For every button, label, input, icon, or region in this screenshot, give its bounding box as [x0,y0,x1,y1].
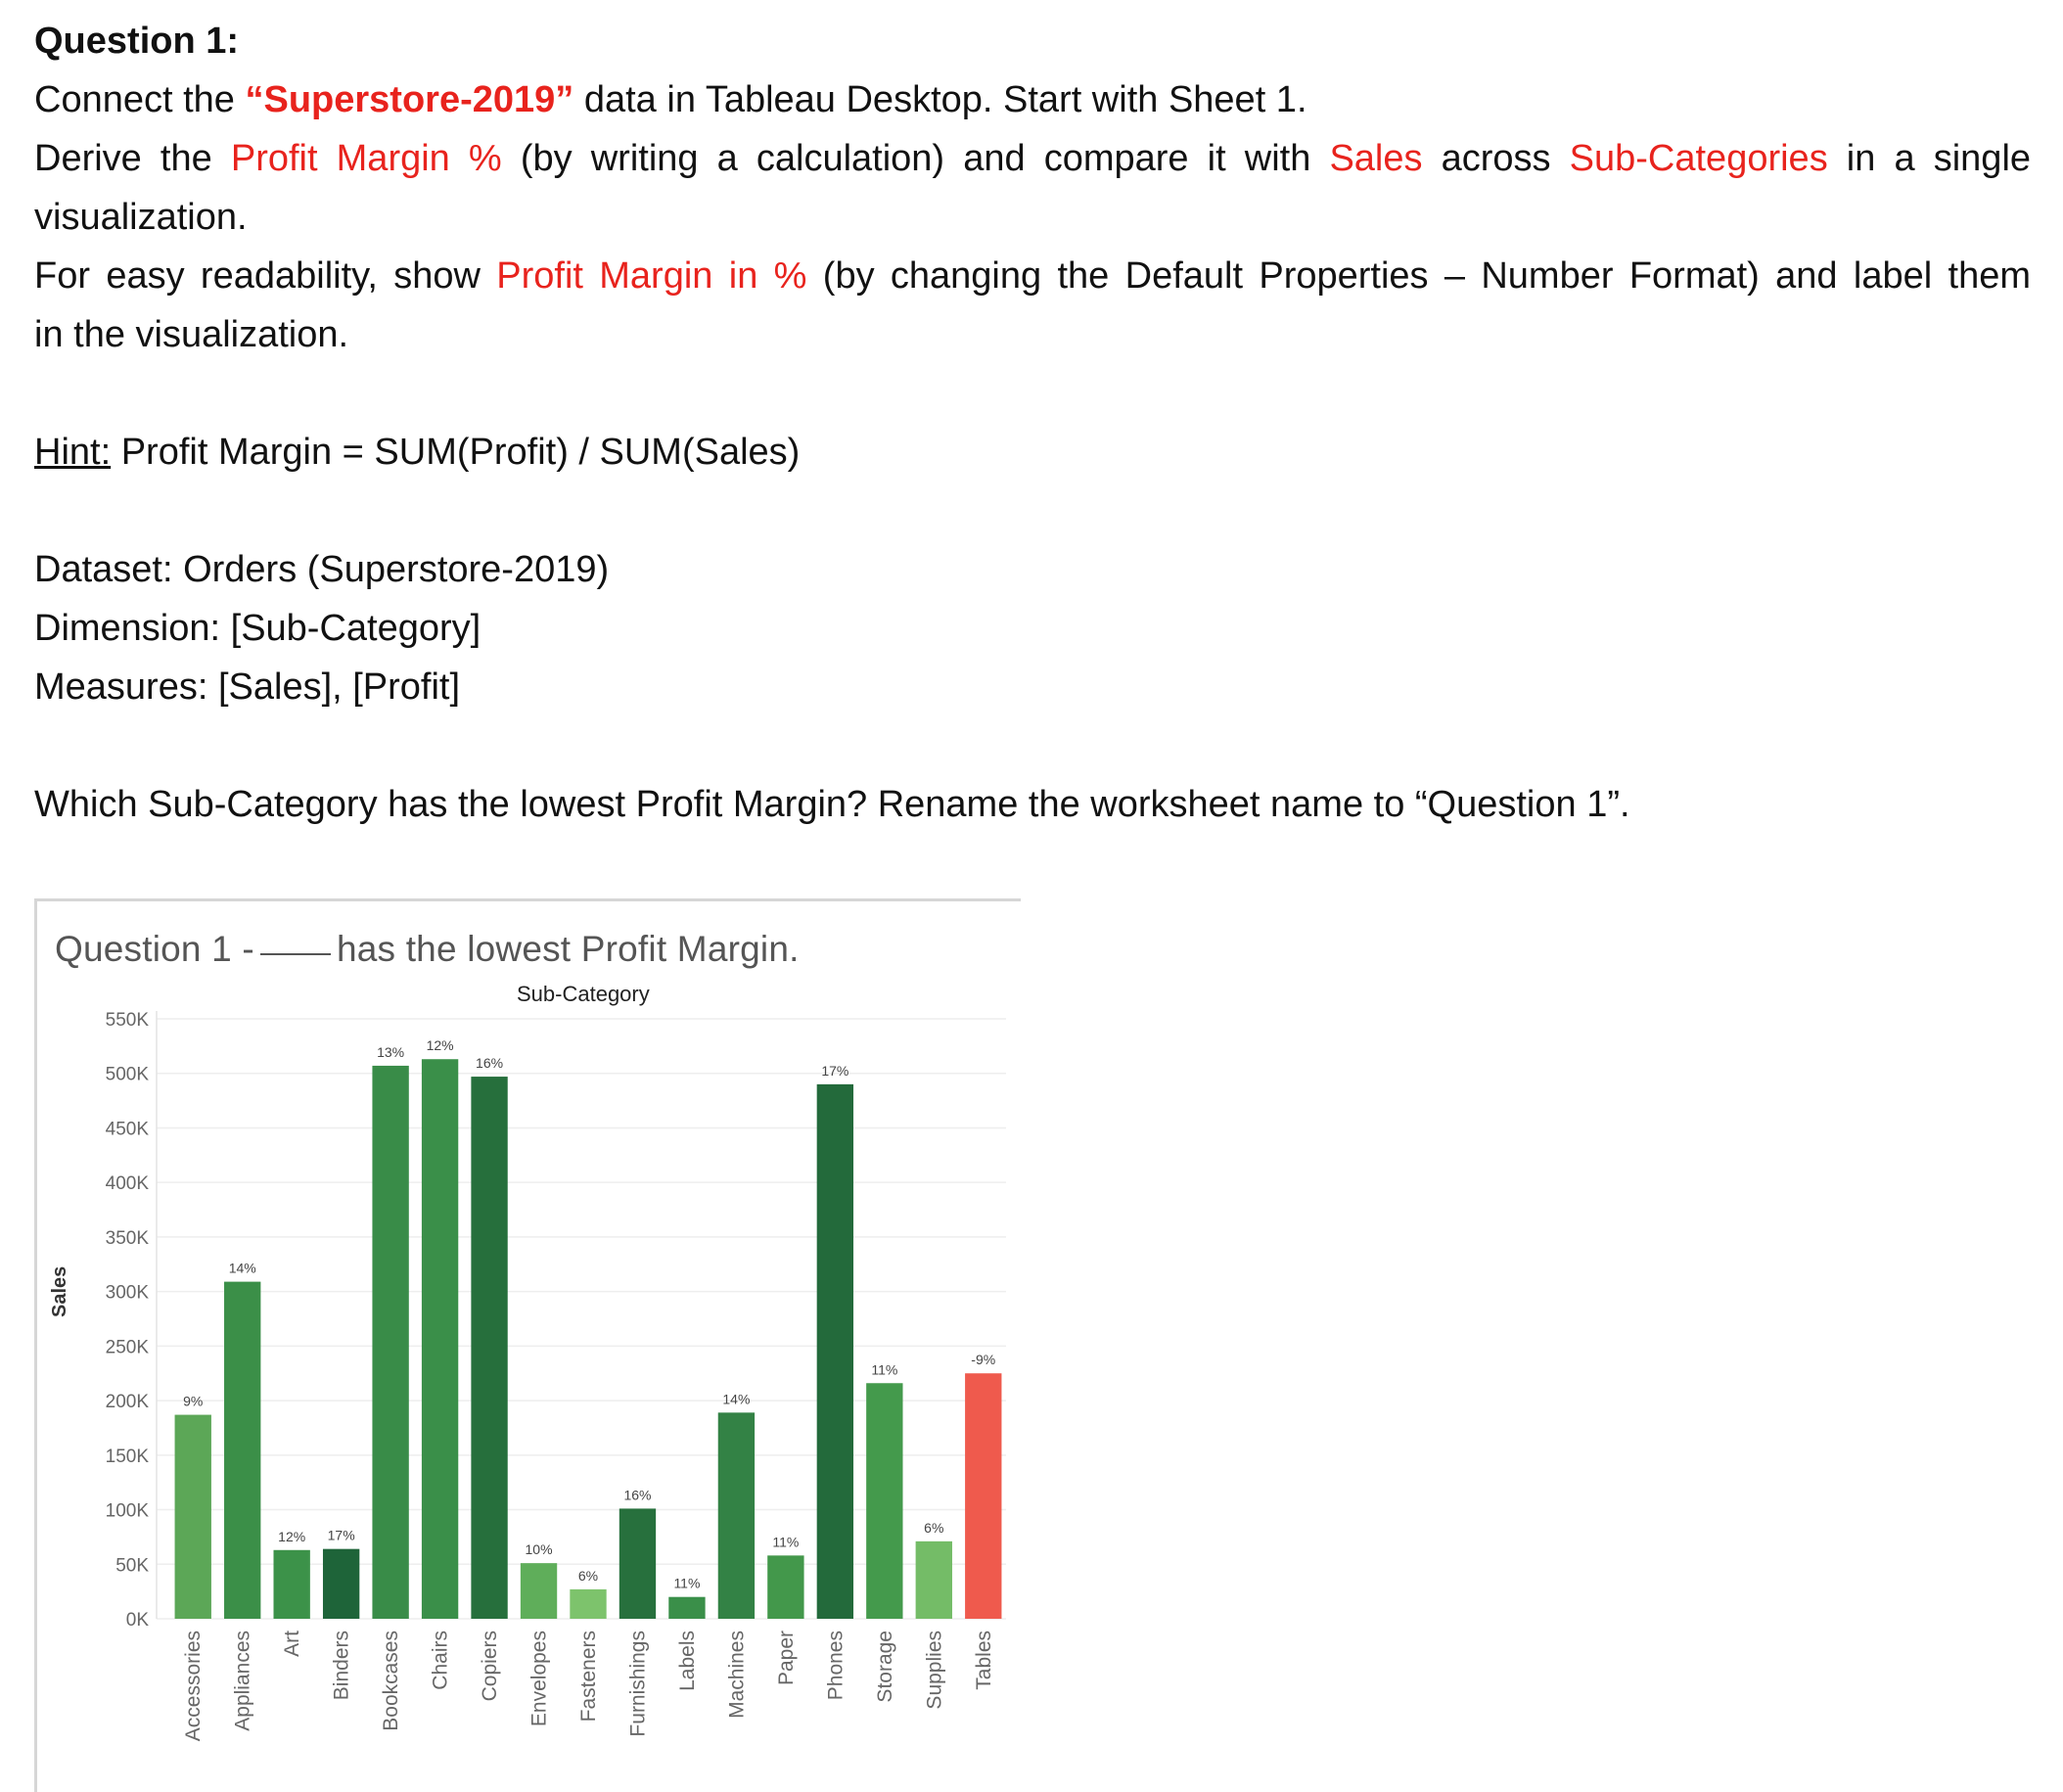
data-label: 6% [578,1568,598,1584]
data-label: 11% [673,1576,700,1591]
bar [421,1059,459,1619]
y-tick-label: 250K [106,1337,150,1357]
bar [767,1555,804,1619]
sub-categories-highlight: Sub-Categories [1569,138,1828,179]
bar-chart: 0K 50K 100K 150K 200K 250K 300K 350K 400K 450K 500… [106,1010,1006,1741]
text-segment: (by writing a calculation) and compare i… [501,138,1330,179]
x-category-label: Labels [676,1631,699,1691]
bar [965,1373,1002,1619]
data-label: 14% [229,1261,256,1276]
bar [668,1596,706,1619]
y-tick-label: 150K [106,1447,150,1467]
x-category-label: Machines [725,1631,748,1719]
data-label: 6% [924,1520,943,1536]
hint-line: Hint: Profit Margin = SUM(Profit) / SUM(… [34,423,2031,482]
data-label: 12% [278,1529,305,1544]
text-segment: Derive the [34,138,231,179]
bar [322,1548,360,1619]
bar [570,1588,607,1619]
y-tick-label: 0K [126,1610,150,1631]
bar [224,1281,261,1619]
question-ask-line: Which Sub-Category has the lowest Profit… [34,784,1630,825]
question-document: Question 1: Connect the “Superstore-2019… [34,12,2031,834]
data-label: 10% [526,1541,553,1557]
data-label: 16% [623,1487,651,1502]
bar [619,1508,657,1619]
x-category-label: Chairs [430,1631,452,1690]
text-segment: data in Tableau Desktop. Start with Shee… [573,79,1307,120]
text-segment: in a single [1827,138,2032,179]
tableau-visualization: Question 1 - has the lowest Profit Margin… [34,898,1021,1792]
measures-line: Measures: [Sales], [Profit] [34,666,461,708]
y-tick-label: 200K [106,1392,150,1412]
bar [866,1383,903,1619]
data-label: 11% [871,1361,897,1377]
bar [520,1563,558,1619]
x-category-label: Phones [824,1631,847,1700]
instruction-line-5: in the visualization. [34,314,349,355]
bar [717,1412,756,1619]
x-category-label: Binders [331,1631,353,1700]
bar [174,1414,211,1619]
viz-title: Question 1 - has the lowest Profit Margin… [55,929,800,970]
instruction-line-3: visualization. [34,197,248,238]
bar [471,1077,508,1619]
data-label: -9% [971,1352,995,1367]
y-tick-label: 350K [106,1228,150,1249]
profit-margin-percent-highlight: Profit Margin in % [496,255,807,297]
data-label: 9% [183,1394,203,1409]
bar [915,1540,952,1619]
y-tick-label: 550K [106,1010,150,1031]
instruction-line-1: Connect the “Superstore-2019” data in Ta… [34,70,2031,129]
x-category-label: Paper [775,1631,798,1685]
dataset-line: Dataset: Orders (Superstore-2019) [34,549,610,590]
x-category-label: Storage [874,1631,896,1703]
data-label: 14% [722,1391,750,1406]
x-category-label: Art [281,1631,303,1657]
x-category-label: Supplies [923,1631,945,1710]
hint-text: Profit Margin = SUM(Profit) / SUM(Sales) [111,432,801,473]
bar [273,1549,310,1619]
title-blank [259,952,331,955]
x-category-label: Envelopes [528,1631,551,1726]
bar [372,1065,409,1619]
hint-label: Hint: [34,432,112,473]
bar [816,1083,854,1619]
y-tick-label: 50K [115,1555,149,1576]
viz-title-prefix: Question 1 - [55,929,254,969]
instruction-line-4: For easy readability, show Profit Margin… [34,247,2031,305]
x-category-label: Appliances [232,1631,254,1731]
dataset-name-highlight: “Superstore-2019” [245,79,574,120]
text-segment: (by changing the Default Properties – Nu… [806,255,2031,297]
y-tick-label: 100K [106,1501,150,1522]
data-label: 16% [476,1055,503,1071]
x-category-label: Copiers [479,1631,501,1701]
instruction-line-2: Derive the Profit Margin % (by writing a… [34,129,2031,188]
x-category-label: Tables [973,1631,995,1690]
column-header-sub-category: Sub-Category [517,982,650,1006]
y-tick-label: 450K [106,1119,150,1139]
x-category-label: Furnishings [626,1631,649,1737]
profit-margin-highlight: Profit Margin % [230,138,502,179]
text-segment: For easy readability, show [34,255,497,297]
x-category-label: Accessories [182,1631,205,1741]
y-tick-label: 500K [106,1065,150,1085]
text-segment: Connect the [34,79,246,120]
data-label: 17% [821,1063,848,1079]
data-label: 12% [427,1037,454,1053]
question-heading: Question 1: [34,21,240,62]
text-segment: across [1422,138,1570,179]
sales-highlight: Sales [1329,138,1423,179]
y-tick-label: 400K [106,1173,150,1194]
data-label: 11% [772,1534,799,1549]
data-label: 17% [328,1528,355,1543]
dimension-line: Dimension: [Sub-Category] [34,608,481,649]
x-category-label: Bookcases [380,1631,402,1731]
y-tick-label: 300K [106,1283,150,1304]
data-label: 13% [377,1044,404,1060]
viz-title-suffix: has the lowest Profit Margin. [336,929,800,969]
x-category-label: Fasteners [577,1631,600,1722]
